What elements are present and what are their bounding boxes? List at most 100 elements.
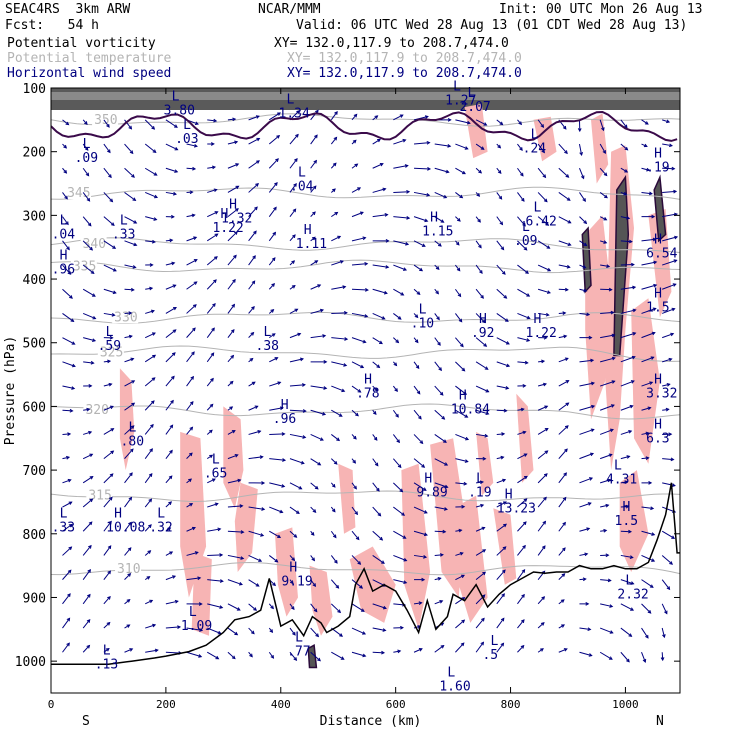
- wind-arrowhead: [66, 617, 71, 622]
- wind-arrowhead: [664, 610, 668, 615]
- wind-arrow: [268, 158, 279, 169]
- wind-arrow: [475, 527, 485, 532]
- wind-arrowhead: [169, 551, 174, 555]
- wind-arrow: [331, 409, 343, 417]
- wind-arrowhead: [133, 242, 138, 247]
- wind-arrow: [103, 497, 113, 508]
- wind-arrowhead: [192, 166, 197, 171]
- wind-arrowhead: [603, 528, 608, 533]
- wind-arrow: [372, 163, 384, 169]
- wind-arrowhead: [255, 115, 260, 119]
- wind-arrowhead: [234, 454, 239, 458]
- wind-arrowhead: [199, 628, 204, 632]
- wind-arrow: [124, 448, 134, 459]
- wind-arrow: [248, 306, 255, 314]
- wind-arrowhead: [381, 316, 386, 320]
- wind-arrowhead: [543, 473, 548, 477]
- wind-arrow: [268, 257, 276, 266]
- wind-arrowhead: [628, 529, 633, 534]
- wind-arrowhead: [377, 138, 381, 143]
- wind-arrow: [372, 627, 386, 631]
- wind-arrow: [579, 553, 588, 556]
- wind-arrowhead: [563, 472, 567, 477]
- wind-arrow: [124, 119, 132, 130]
- wind-arrowhead: [644, 121, 649, 125]
- wind-arrowhead: [87, 593, 91, 598]
- wind-arrow: [537, 119, 544, 128]
- wind-arrow: [310, 458, 321, 466]
- pv-center-marker: H: [654, 373, 662, 388]
- theta-label: 350: [94, 113, 117, 128]
- wind-arrow: [82, 498, 93, 508]
- wind-arrow: [641, 627, 649, 639]
- wind-arrow: [455, 337, 464, 347]
- wind-arrowhead: [526, 315, 531, 320]
- theta-label-bg: [80, 237, 107, 251]
- wind-arrow: [248, 381, 256, 387]
- wind-arrowhead: [149, 599, 154, 604]
- wind-arrow: [393, 216, 410, 219]
- wind-arrow: [434, 167, 449, 173]
- wind-arrowhead: [112, 290, 117, 295]
- wind-arrowhead: [500, 455, 505, 460]
- wind-arrow: [103, 521, 112, 532]
- wind-arrow: [310, 185, 317, 193]
- wind-arrowhead: [279, 406, 284, 411]
- wind-arrowhead: [524, 360, 529, 365]
- wind-arrow: [661, 652, 664, 661]
- wind-arrow: [103, 216, 115, 226]
- x-tick-label: 200: [156, 698, 176, 711]
- pv-center-marker: L: [129, 420, 137, 435]
- wind-arrowhead: [502, 569, 506, 574]
- wind-arrow: [145, 624, 156, 629]
- wind-arrowhead: [251, 280, 256, 285]
- wind-arrowhead: [399, 488, 404, 493]
- wind-arrow: [641, 603, 652, 614]
- wind-arrowhead: [648, 480, 653, 485]
- wind-arrowhead: [590, 358, 595, 363]
- wind-arrow: [434, 191, 447, 199]
- wind-arrow: [103, 312, 115, 316]
- wind-arrowhead: [623, 124, 628, 129]
- wind-arrow: [393, 506, 405, 516]
- wind-arrowhead: [648, 191, 653, 196]
- wind-arrow: [331, 235, 341, 242]
- wind-arrowhead: [395, 339, 400, 344]
- wind-arrow: [476, 433, 488, 437]
- theta-label-bg: [83, 403, 110, 417]
- pv-center-value: .32: [149, 520, 172, 535]
- wind-arrow: [186, 376, 194, 387]
- wind-arrowhead: [652, 307, 657, 312]
- wind-arrow: [599, 651, 613, 660]
- wind-arrow: [599, 429, 614, 435]
- wind-arrow: [289, 183, 297, 193]
- wind-arrowhead: [219, 605, 224, 609]
- wind-arrowhead: [213, 188, 218, 193]
- wind-arrow: [144, 354, 156, 363]
- wind-arrow: [537, 216, 549, 226]
- wind-arrow: [207, 189, 217, 193]
- forecast-hour: Fcst: 54 h: [5, 18, 99, 33]
- wind-arrowhead: [364, 262, 369, 266]
- pv-center-value: .24: [523, 142, 547, 157]
- wind-arrow: [248, 530, 264, 537]
- wind-arrowhead: [293, 182, 297, 187]
- wind-arrow: [165, 450, 173, 459]
- wind-arrowhead: [540, 648, 544, 652]
- wind-arrowhead: [628, 633, 633, 637]
- wind-arrow: [393, 650, 401, 653]
- wind-arrowhead: [436, 316, 440, 321]
- wind-arrowhead: [565, 402, 570, 406]
- wind-arrowhead: [213, 118, 218, 123]
- wind-arrow: [103, 622, 111, 629]
- wind-arrow: [599, 192, 608, 199]
- wind-arrowhead: [653, 283, 658, 288]
- wind-arrowhead: [521, 198, 525, 202]
- wind-arrowhead: [127, 547, 132, 551]
- wind-arrow: [599, 143, 606, 154]
- wind-arrowhead: [108, 382, 113, 387]
- wind-arrowhead: [148, 524, 152, 528]
- wind-arrowhead: [235, 208, 239, 212]
- theta-contour: [51, 237, 680, 253]
- wind-arrow: [599, 627, 613, 634]
